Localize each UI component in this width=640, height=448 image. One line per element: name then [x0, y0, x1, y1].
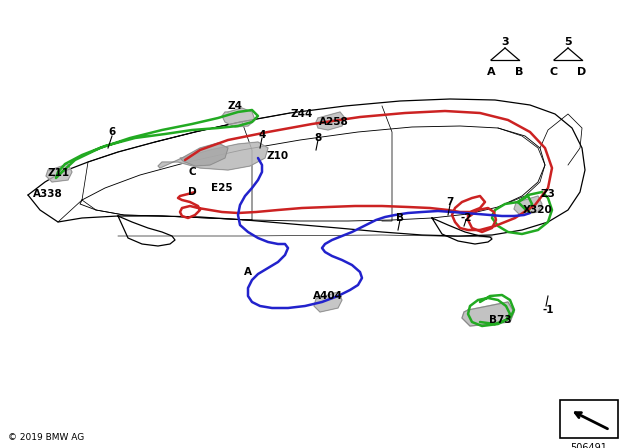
Text: 3: 3 — [501, 37, 509, 47]
Text: Z11: Z11 — [48, 168, 70, 178]
Text: Z4: Z4 — [227, 101, 243, 111]
Text: Z10: Z10 — [267, 151, 289, 161]
Text: -1: -1 — [542, 305, 554, 315]
Polygon shape — [222, 108, 255, 127]
Text: C: C — [188, 167, 196, 177]
Text: D: D — [577, 67, 587, 77]
Polygon shape — [46, 164, 72, 182]
Text: -2: -2 — [460, 213, 472, 223]
Text: A338: A338 — [33, 189, 63, 199]
Text: A258: A258 — [319, 117, 349, 127]
Polygon shape — [316, 112, 345, 130]
Polygon shape — [180, 143, 228, 166]
Polygon shape — [158, 142, 268, 170]
Text: Z3: Z3 — [541, 189, 556, 199]
Text: B: B — [396, 213, 404, 223]
Text: Z44: Z44 — [291, 109, 313, 119]
Polygon shape — [514, 196, 542, 215]
Text: B73: B73 — [489, 315, 511, 325]
Text: 8: 8 — [314, 133, 322, 143]
Text: 4: 4 — [259, 130, 266, 140]
Text: © 2019 BMW AG: © 2019 BMW AG — [8, 433, 84, 442]
Text: A404: A404 — [313, 291, 343, 301]
Text: 5: 5 — [564, 37, 572, 47]
Text: C: C — [550, 67, 558, 77]
Text: 506491: 506491 — [571, 443, 607, 448]
Text: B: B — [515, 67, 523, 77]
Text: A: A — [486, 67, 495, 77]
Text: A: A — [244, 267, 252, 277]
Text: X320: X320 — [523, 205, 553, 215]
Text: D: D — [188, 187, 196, 197]
Polygon shape — [462, 302, 514, 326]
Polygon shape — [314, 292, 342, 312]
Text: 7: 7 — [446, 197, 454, 207]
Bar — [560, 400, 618, 438]
Text: 6: 6 — [108, 127, 116, 137]
Text: E25: E25 — [211, 183, 233, 193]
